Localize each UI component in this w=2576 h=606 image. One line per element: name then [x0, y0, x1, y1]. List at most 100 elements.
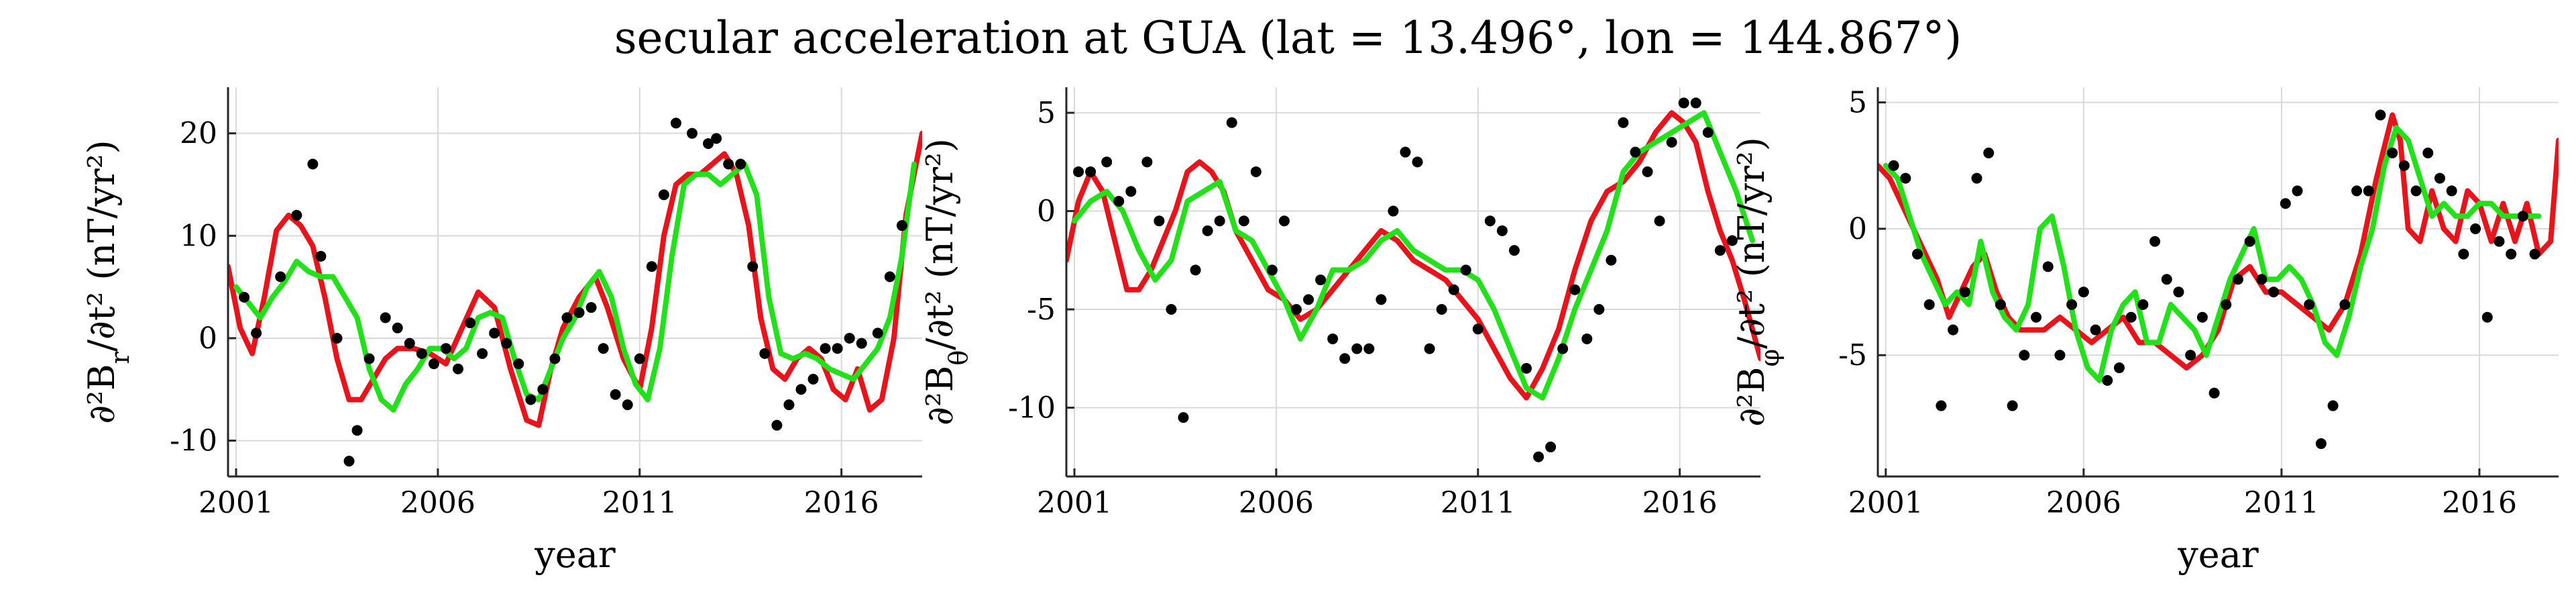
observed-point [307, 158, 319, 170]
observed-point [1948, 324, 1959, 336]
observed-point [1266, 264, 1278, 276]
observed-point [1912, 248, 1923, 260]
y-tick-label: 0 [1848, 212, 1867, 246]
x-tick-label: 2006 [2046, 486, 2121, 520]
observed-point [598, 343, 609, 354]
observed-point [1581, 333, 1593, 344]
observed-point [1448, 284, 1459, 295]
observed-point [2446, 185, 2457, 197]
observed-point [2054, 350, 2066, 361]
observed-point [2470, 223, 2481, 234]
observed-point [2422, 147, 2434, 158]
chart-panel-1: 2001 2006 2011 2016 -10 0 10 20 year ∂²Br/∂t² (nT… [80, 87, 922, 576]
x-tick-label: 2006 [1239, 486, 1314, 520]
observed-point [380, 312, 391, 323]
observed-point [807, 374, 819, 385]
observed-point [2517, 211, 2528, 222]
x-tick-label: 2006 [400, 486, 475, 520]
observed-point [1533, 451, 1545, 462]
observed-point [343, 456, 355, 467]
observed-point [747, 261, 759, 272]
observed-point [1593, 304, 1605, 315]
y-tick-label: -5 [1027, 293, 1056, 327]
observed-point [687, 128, 698, 139]
observed-point [2387, 147, 2398, 158]
observed-point [1166, 304, 1177, 315]
observed-point [2149, 236, 2161, 247]
observed-point [2529, 248, 2540, 260]
observed-point [2161, 274, 2172, 285]
observed-point [2268, 287, 2280, 298]
observed-point [2481, 311, 2493, 323]
observed-point [465, 317, 476, 329]
observed-point [416, 348, 427, 359]
observed-point [1630, 146, 1641, 158]
y-tick-label: 5 [1037, 96, 1056, 130]
observed-point [239, 291, 250, 303]
observed-point [315, 250, 327, 262]
observed-point [1125, 186, 1137, 197]
observed-point [440, 343, 451, 354]
x-tick-label: 2016 [2442, 486, 2517, 520]
model-b-line [1072, 110, 1755, 401]
observed-point [1327, 333, 1339, 344]
observed-point [1400, 146, 1411, 158]
observed-point [1363, 343, 1375, 354]
observed-point [2125, 311, 2137, 323]
observed-point [759, 348, 771, 359]
figure-title: secular acceleration at GUA (lat = 13.49… [614, 12, 1962, 64]
observed-point [428, 358, 439, 370]
observed-point [1154, 215, 1165, 227]
model-a-line [1066, 110, 1760, 401]
observed-point [1073, 166, 1084, 177]
observed-point [1202, 225, 1213, 236]
y-tick-label: -10 [170, 424, 217, 458]
observed-point [658, 189, 669, 201]
observed-point [2102, 374, 2113, 386]
observed-point [1113, 195, 1125, 207]
observed-point [2327, 400, 2339, 411]
observed-point [1702, 127, 1714, 138]
observed-point [1339, 353, 1351, 364]
observed-point [711, 133, 722, 144]
observed-point [1315, 274, 1327, 286]
observed-point [1278, 215, 1290, 227]
observed-point [884, 271, 895, 283]
observed-point [2315, 438, 2327, 450]
observed-point [634, 353, 645, 364]
observed-point [251, 327, 262, 339]
observed-point [585, 302, 597, 313]
observed-point [2339, 299, 2351, 310]
observed-point [1690, 97, 1701, 109]
observed-point [1226, 117, 1237, 128]
observed-point [703, 138, 714, 149]
observed-point [2173, 287, 2184, 298]
observed-point [2363, 185, 2374, 197]
observed-point [2078, 287, 2089, 298]
observed-point [1388, 205, 1399, 217]
observed-point [1678, 97, 1689, 109]
observed-point [2304, 299, 2315, 310]
observed-point [2066, 299, 2078, 310]
observed-point [1654, 215, 1665, 227]
observed-point [2113, 362, 2125, 374]
observed-point [1412, 156, 1423, 168]
x-tick-label: 2001 [199, 486, 274, 520]
observed-point [489, 327, 500, 339]
observed-point [783, 399, 795, 411]
observed-point [1376, 294, 1387, 305]
observed-point [477, 348, 488, 359]
observed-point [1557, 343, 1569, 354]
observed-point [1141, 156, 1153, 168]
x-tick-label: 2011 [1441, 486, 1516, 520]
observed-point [622, 399, 633, 411]
observed-point [561, 312, 573, 323]
observed-point [513, 358, 524, 370]
observed-point [537, 384, 549, 395]
observed-point [2233, 274, 2244, 285]
observed-point [1569, 284, 1581, 295]
observed-point [1496, 225, 1508, 236]
observed-point [525, 394, 537, 405]
observed-point [1508, 245, 1520, 256]
observed-point [2090, 324, 2101, 336]
